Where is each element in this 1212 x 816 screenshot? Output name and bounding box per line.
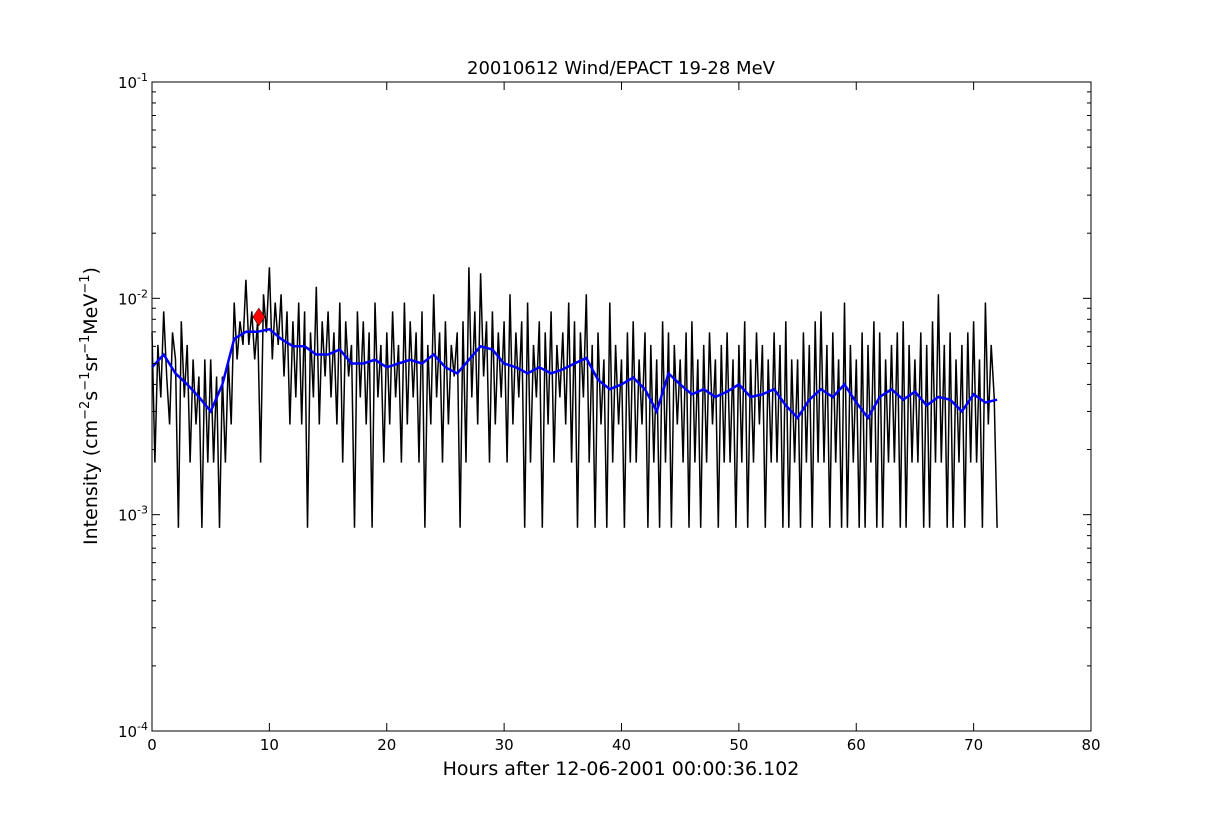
smoothed-intensity-line	[151, 327, 998, 421]
x-tick-label: 0	[147, 736, 157, 754]
x-axis-label: Hours after 12-06-2001 00:00:36.102	[443, 758, 800, 780]
x-tick-label: 30	[495, 736, 514, 754]
x-tick-label: 40	[612, 736, 631, 754]
x-tick-label: 80	[1081, 736, 1100, 754]
x-tick-label: 50	[729, 736, 748, 754]
y-tick-label: 10-2	[118, 287, 148, 308]
y-tick-label: 10-3	[118, 504, 148, 525]
x-tick-label: 10	[260, 736, 279, 754]
x-tick-label: 20	[377, 736, 396, 754]
x-tick-label: 70	[964, 736, 983, 754]
peak-marker	[252, 307, 266, 327]
y-tick-label: 10-4	[118, 720, 148, 741]
raw-intensity-line	[151, 267, 998, 528]
chart-title: 20010612 Wind/EPACT 19-28 MeV	[467, 58, 776, 79]
y-axis-label: Intensity (cm−2s−1sr−1MeV−1)	[78, 267, 102, 545]
x-tick-label: 60	[847, 736, 866, 754]
plot-frame	[151, 81, 1092, 732]
y-tick-label: 10-1	[118, 71, 148, 92]
